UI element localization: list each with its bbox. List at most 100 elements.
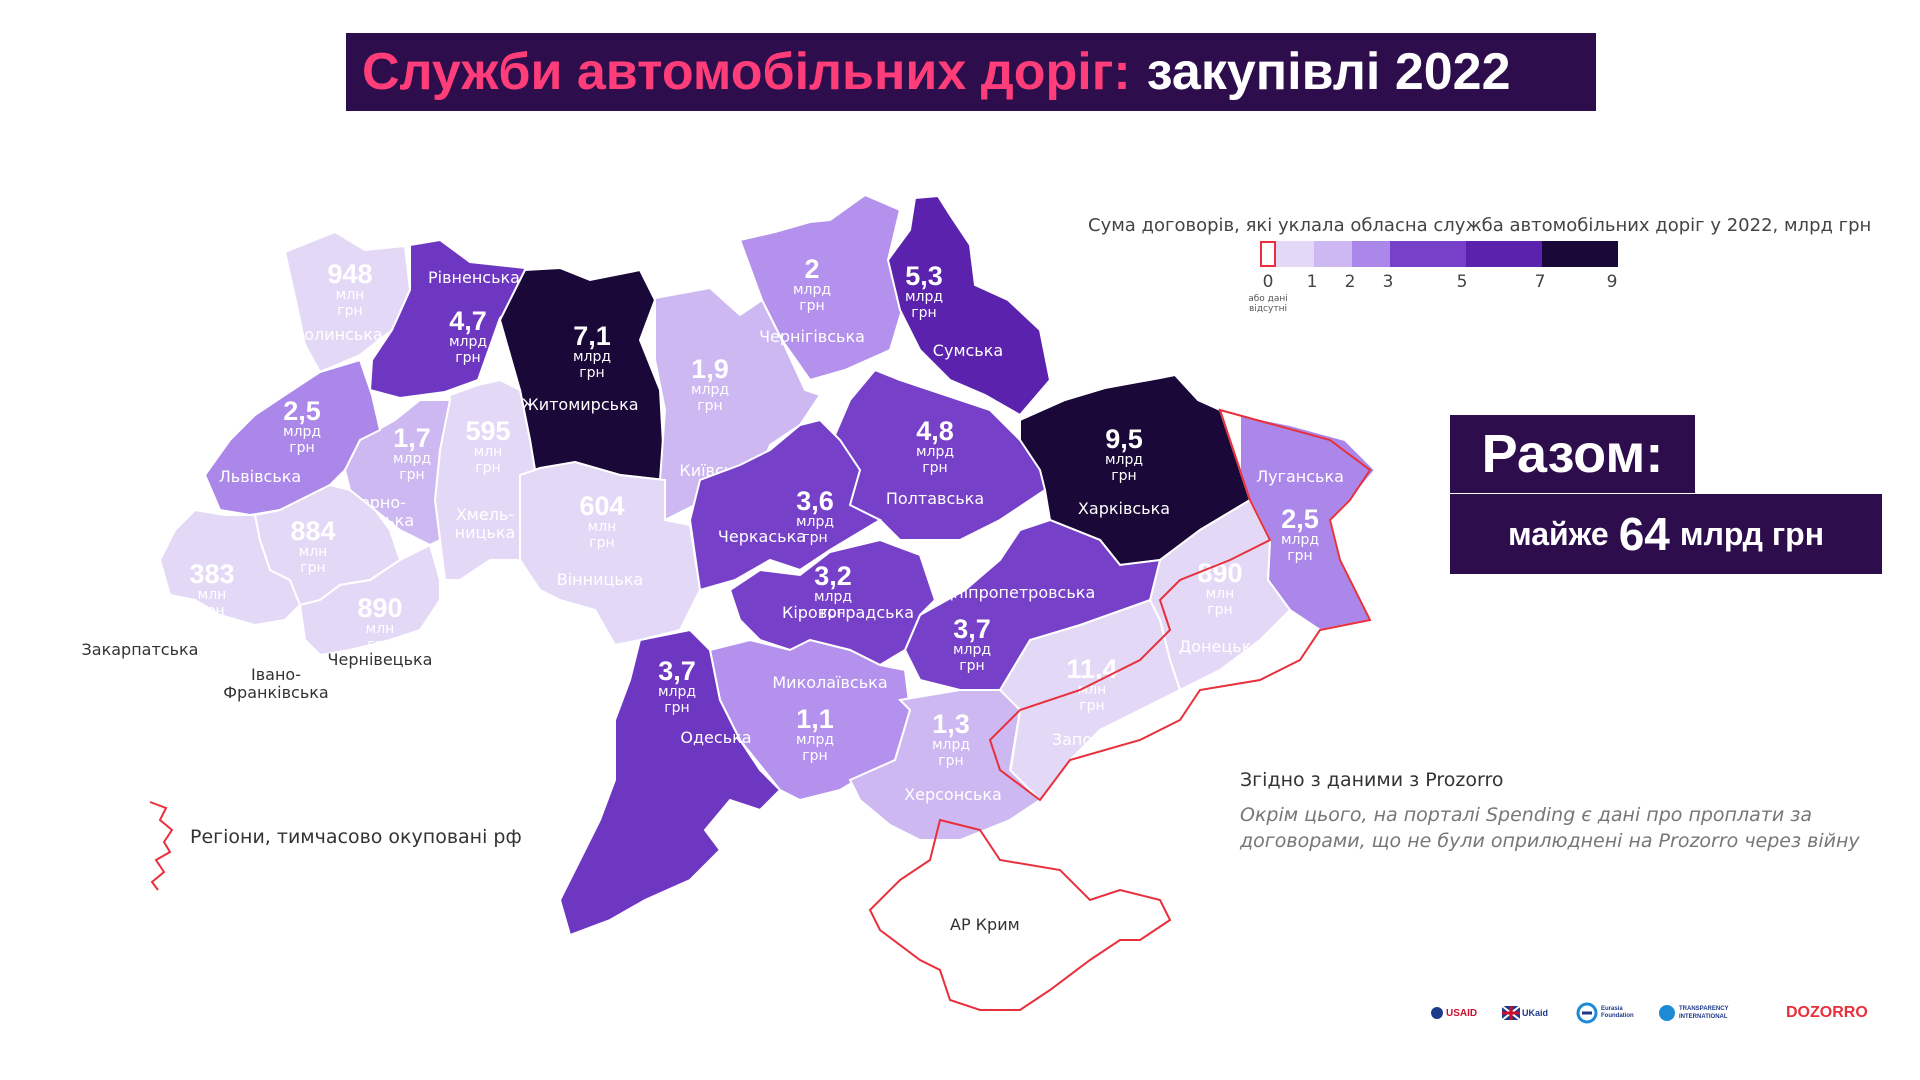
region-name: Вінницька	[557, 570, 644, 589]
logos-row: USAID UKaid Eurasia Foundation TRANSPARE…	[1430, 995, 1890, 1035]
legend-tick: 0	[1262, 272, 1274, 292]
region-unit: грн	[300, 560, 325, 576]
region-shape	[368, 238, 527, 400]
region-name: Хмель-	[456, 505, 514, 524]
region-unit: млрд	[793, 282, 831, 298]
region-value: 1,7	[393, 423, 431, 453]
occupied-border-icon	[149, 801, 174, 891]
uk-flag-icon	[1502, 1006, 1520, 1020]
legend-swatch-3	[1352, 241, 1390, 267]
legend-swatch-6	[1542, 241, 1618, 267]
region-value: 3,7	[953, 614, 991, 644]
region-shape	[558, 628, 782, 937]
legend-tick: 5	[1456, 272, 1468, 292]
region-value: 4,8	[916, 416, 954, 446]
region-unit: грн	[1111, 468, 1136, 484]
region-value: 948	[327, 259, 372, 289]
legend-tick: 1	[1306, 272, 1318, 292]
region-name: Дніпропетровська	[941, 583, 1096, 602]
region-unit: млн	[588, 519, 617, 535]
region-value: 3,2	[814, 561, 852, 591]
region-name: Миколаївська	[772, 673, 887, 692]
region-name: Одеська	[680, 728, 751, 747]
region-name: Херсонська	[904, 785, 1002, 804]
ti-logo: TRANSPARENCY INTERNATIONAL	[1658, 995, 1749, 1031]
legend-tick: 2	[1344, 272, 1356, 292]
region-unit: млн	[1206, 586, 1235, 602]
occupied-borders	[868, 408, 1372, 1011]
region-shape	[519, 460, 702, 647]
region-unit: млн	[1078, 682, 1107, 698]
region-name: Запорізька	[1052, 730, 1144, 749]
region-value: 2	[804, 254, 819, 284]
region-value: 1,3	[932, 709, 970, 739]
usaid-seal-icon	[1431, 1007, 1443, 1019]
region-unit: грн	[589, 535, 614, 551]
region-unit: грн	[1287, 548, 1312, 564]
region-shape	[903, 518, 1162, 691]
region-value: 1,9	[691, 354, 729, 384]
total-number: 64	[1618, 508, 1670, 560]
crimea-label: АР Крим	[950, 915, 1020, 934]
region-value: 890	[1197, 558, 1242, 588]
legend-tick: 9	[1606, 272, 1618, 292]
legend-swatch-1	[1276, 241, 1314, 267]
region-shape	[298, 543, 441, 657]
region-value: 884	[290, 516, 335, 546]
region-unit: млрд	[658, 684, 696, 700]
region-name: Харківська	[1078, 499, 1170, 518]
region-unit: млрд	[796, 732, 834, 748]
region-value: 383	[189, 559, 234, 589]
region-shape	[848, 689, 1042, 841]
region-name: Франківська	[223, 683, 328, 702]
region-unit: млрд	[573, 349, 611, 365]
usaid-logo: USAID	[1430, 995, 1477, 1031]
legend-swatch-0	[1260, 241, 1276, 267]
region-unit: грн	[1207, 602, 1232, 618]
region-value: 3,7	[658, 656, 696, 686]
region-shape	[886, 194, 1052, 417]
total-heading: Разом:	[1481, 424, 1664, 484]
region-unit: грн	[1079, 698, 1104, 714]
ukaid-logo: UKaid	[1502, 995, 1548, 1031]
eurasia-mark-icon	[1576, 1002, 1598, 1024]
region-unit: млн	[299, 544, 328, 560]
region-unit: млн	[474, 444, 503, 460]
region-name: Полтавська	[886, 489, 984, 508]
region-value: 595	[465, 416, 510, 446]
region-name: Чернівецька	[328, 650, 433, 669]
region-name: Рівненська	[428, 268, 520, 287]
region-unit: грн	[802, 530, 827, 546]
region-unit: млрд	[691, 382, 729, 398]
region-unit: млрд	[796, 514, 834, 530]
total-heading-box: Разом:	[1450, 415, 1695, 493]
legend-tick: 3	[1382, 272, 1394, 292]
region-unit: грн	[697, 398, 722, 414]
region-unit: млрд	[1105, 452, 1143, 468]
region-name: Закарпатська	[82, 640, 199, 659]
total-value-box: майже 64 млрд грн	[1450, 494, 1882, 574]
region-unit: млн	[198, 587, 227, 603]
legend-note: або дані відсутні	[1248, 294, 1288, 314]
region-name: Чернігівська	[759, 327, 865, 346]
region-name: Львівська	[219, 467, 301, 486]
region-unit: млрд	[905, 289, 943, 305]
total-prefix: майже	[1507, 515, 1609, 552]
region-unit: млрд	[953, 642, 991, 658]
region-name: Волинська	[293, 325, 383, 344]
region-unit: грн	[799, 298, 824, 314]
region-value: 3,6	[796, 486, 834, 516]
region-name: Черкаська	[718, 527, 806, 546]
total-unit: млрд грн	[1679, 515, 1825, 552]
occupied-label: Регіони, тимчасово окуповані рф	[190, 826, 522, 848]
region-unit: млрд	[449, 334, 487, 350]
region-unit: млрд	[393, 451, 431, 467]
region-unit: млрд	[916, 444, 954, 460]
region-unit: грн	[820, 605, 845, 621]
title-accent: Служби автомобільних доріг:	[362, 43, 1131, 101]
region-unit: грн	[475, 460, 500, 476]
region-unit: грн	[959, 658, 984, 674]
region-value: 9,5	[1105, 424, 1143, 454]
region-shape	[654, 286, 822, 522]
